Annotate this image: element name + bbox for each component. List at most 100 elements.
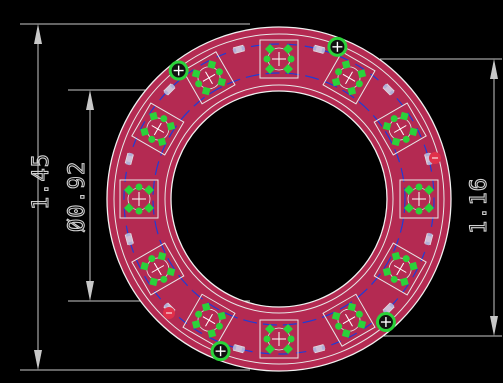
led-center-mark	[205, 71, 213, 85]
led-pad	[391, 137, 401, 147]
led-center-mark	[205, 313, 213, 327]
capacitor-pad	[427, 232, 433, 237]
led-pad	[424, 203, 434, 213]
capacitor-pad	[163, 90, 169, 96]
outer-diameter-dimension: 1.45	[20, 23, 250, 371]
led-via	[135, 183, 143, 191]
led-via	[215, 322, 223, 330]
led-pad	[400, 111, 409, 121]
led-via	[355, 80, 363, 88]
capacitor-pad	[241, 347, 246, 353]
led-footprint	[259, 39, 299, 79]
capacitor-footprint	[163, 83, 176, 96]
capacitor-pad	[425, 152, 430, 157]
led-pad	[391, 251, 401, 261]
capacitor-pad	[241, 45, 246, 51]
capacitor-pad	[382, 83, 388, 89]
inner-silk-ring	[164, 84, 394, 314]
led-pad	[265, 324, 275, 334]
led-via	[390, 275, 398, 283]
led-pad	[201, 302, 211, 312]
capacitor-footprint	[124, 152, 134, 166]
led-via	[402, 135, 410, 143]
led-via	[287, 55, 295, 63]
led-via	[195, 310, 203, 318]
led-center-mark	[151, 265, 165, 273]
led-pad	[201, 86, 211, 96]
led-pad	[166, 121, 176, 131]
led-via	[390, 115, 398, 123]
led-pad	[144, 203, 154, 213]
height-dimension: 1.16	[380, 58, 502, 337]
capacitor-pad	[232, 48, 237, 53]
capacitor-pad	[232, 345, 237, 350]
led-pad	[149, 111, 158, 121]
led-pad	[341, 329, 351, 338]
led-pad	[217, 311, 227, 321]
led-center-mark	[345, 313, 353, 327]
led-outline	[373, 242, 427, 296]
led-pad	[157, 251, 167, 261]
capacitor-pad	[170, 83, 176, 89]
led-via	[148, 255, 156, 263]
led-center-mark	[345, 71, 353, 85]
led-via	[335, 68, 343, 76]
capacitor-footprint	[424, 232, 434, 246]
led-pad	[400, 277, 409, 287]
outer-silk-ring	[113, 33, 445, 365]
led-pad	[157, 137, 167, 147]
led-footprint	[131, 242, 185, 296]
led-via	[415, 183, 423, 191]
led-via	[263, 55, 271, 63]
led-via	[160, 275, 168, 283]
led-footprint	[373, 242, 427, 296]
led-footprint	[131, 102, 185, 156]
led-pad	[191, 69, 201, 78]
led-via	[287, 335, 295, 343]
led-pad	[283, 344, 293, 354]
led-pad	[265, 44, 275, 54]
led-via	[135, 207, 143, 215]
dim-arrow-right-up	[490, 59, 498, 79]
led-footprints	[119, 39, 439, 359]
led-pad	[283, 44, 293, 54]
capacitor-pad	[163, 302, 169, 308]
led-pad	[409, 261, 418, 271]
led-pad	[191, 320, 201, 329]
led-pad	[124, 203, 134, 213]
trace-layer	[123, 43, 435, 355]
led-pad	[265, 64, 275, 74]
dim-arrow-inner-up	[86, 90, 94, 110]
led-pad	[207, 60, 217, 69]
led-pad	[140, 127, 149, 137]
led-via	[402, 255, 410, 263]
capacitor-footprint	[232, 44, 246, 54]
led-outline	[131, 242, 185, 296]
led-outline	[182, 51, 236, 105]
led-center-mark	[393, 265, 407, 273]
led-pad	[409, 127, 418, 137]
led-pad	[149, 277, 158, 287]
led-pad	[382, 267, 392, 277]
led-via	[335, 322, 343, 330]
capacitor-pad	[128, 152, 133, 157]
led-footprint	[182, 51, 236, 105]
mount-holes	[163, 36, 441, 362]
capacitor-pad	[389, 302, 395, 308]
led-outline	[182, 293, 236, 347]
led-footprint	[322, 293, 376, 347]
dim-arrow-down	[34, 350, 42, 370]
led-via	[195, 80, 203, 88]
capacitor-pad	[389, 90, 395, 96]
ring-board	[106, 26, 452, 372]
capacitor-footprint	[232, 344, 246, 354]
led-pad	[341, 60, 351, 69]
trace-ring-inner	[152, 72, 406, 326]
height-label: 1.16	[467, 177, 492, 234]
led-via	[415, 207, 423, 215]
capacitor-pad	[321, 48, 326, 53]
capacitor-pad	[321, 345, 326, 350]
led-pad	[331, 77, 341, 87]
